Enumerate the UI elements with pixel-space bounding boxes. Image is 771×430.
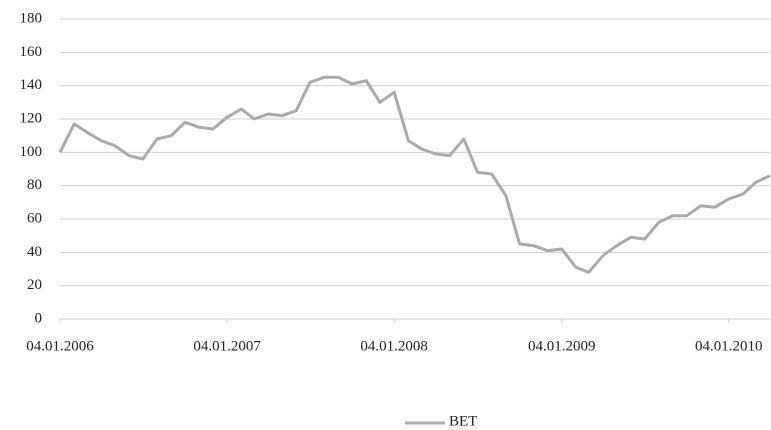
y-tick-label: 60 <box>27 210 42 226</box>
x-tick-label: 04.01.2009 <box>528 338 596 354</box>
y-tick-label: 100 <box>20 144 43 160</box>
y-tick-label: 40 <box>27 244 42 260</box>
y-tick-label: 120 <box>20 110 43 126</box>
x-tick-label: 04.01.2010 <box>695 338 763 354</box>
x-tick-label: 04.01.2008 <box>360 338 428 354</box>
series-line <box>58 75 771 274</box>
y-tick-label: 80 <box>27 177 42 193</box>
legend-label: BET <box>449 413 477 429</box>
x-tick-label: 04.01.2006 <box>26 338 94 354</box>
y-tick-label: 140 <box>20 77 43 93</box>
y-tick-label: 160 <box>20 44 43 60</box>
y-tick-label: 180 <box>20 10 43 26</box>
x-tick-label: 04.01.2007 <box>193 338 261 354</box>
y-tick-label: 20 <box>27 277 42 293</box>
y-tick-label: 0 <box>35 310 43 326</box>
